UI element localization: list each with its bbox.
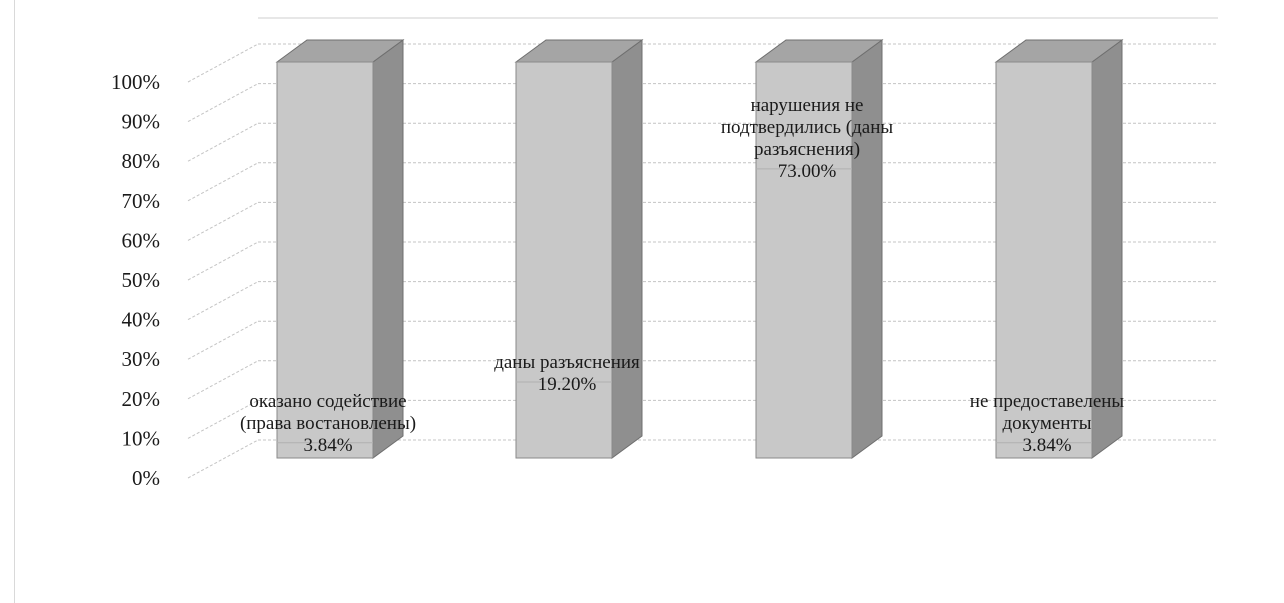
data-label-line: подтвердились (даны [721, 117, 894, 138]
data-label: не предоставелены документы 3.84% [970, 391, 1125, 456]
data-label: оказано содействие (права востановлены) 3.… [240, 391, 416, 456]
data-label: даны разъяснения 19.20% [494, 352, 640, 395]
data-label-line: 19.20% [538, 374, 597, 395]
data-label-line: оказано содействие [249, 391, 406, 412]
data-label-line: 3.84% [303, 435, 352, 456]
depth-gridline [187, 241, 259, 281]
depth-gridline [187, 399, 259, 439]
y-tick-label: 80% [122, 149, 161, 173]
depth-gridline [187, 162, 259, 202]
depth-gridline [187, 83, 259, 123]
data-label-line: даны разъяснения [494, 352, 640, 373]
depth-gridline [187, 281, 259, 321]
y-tick-label: 40% [122, 308, 161, 332]
data-label-line: (права востановлены) [240, 413, 416, 434]
data-label-line: документы [1002, 413, 1091, 434]
data-label: нарушения не подтвердились (даны разъяснен… [721, 95, 894, 182]
depth-gridline [187, 122, 259, 162]
depth-gridline [187, 201, 259, 241]
chart-frame [14, 0, 1276, 603]
depth-gridline [187, 320, 259, 360]
y-tick-label: 20% [122, 387, 161, 411]
data-label-line: не предоставелены [970, 391, 1125, 412]
depth-gridline [187, 43, 259, 83]
y-tick-label: 70% [122, 189, 161, 213]
bar-side [611, 39, 643, 459]
depth-gridline [187, 439, 259, 479]
y-tick-label: 100% [111, 70, 160, 94]
y-tick-label: 30% [122, 347, 161, 371]
bar [276, 61, 374, 459]
data-label-line: 3.84% [1022, 435, 1071, 456]
bar [995, 61, 1093, 459]
bar [515, 61, 613, 459]
y-tick-label: 10% [122, 426, 161, 450]
data-label-line: нарушения не [751, 95, 864, 116]
y-tick-label: 90% [122, 110, 161, 134]
y-tick-label: 60% [122, 228, 161, 252]
y-tick-label: 50% [122, 268, 161, 292]
data-label-line: разъяснения) [754, 139, 860, 160]
data-label-line: 73.00% [778, 161, 837, 182]
bar [755, 61, 853, 459]
depth-gridline [187, 360, 259, 400]
y-tick-label: 0% [132, 466, 160, 490]
